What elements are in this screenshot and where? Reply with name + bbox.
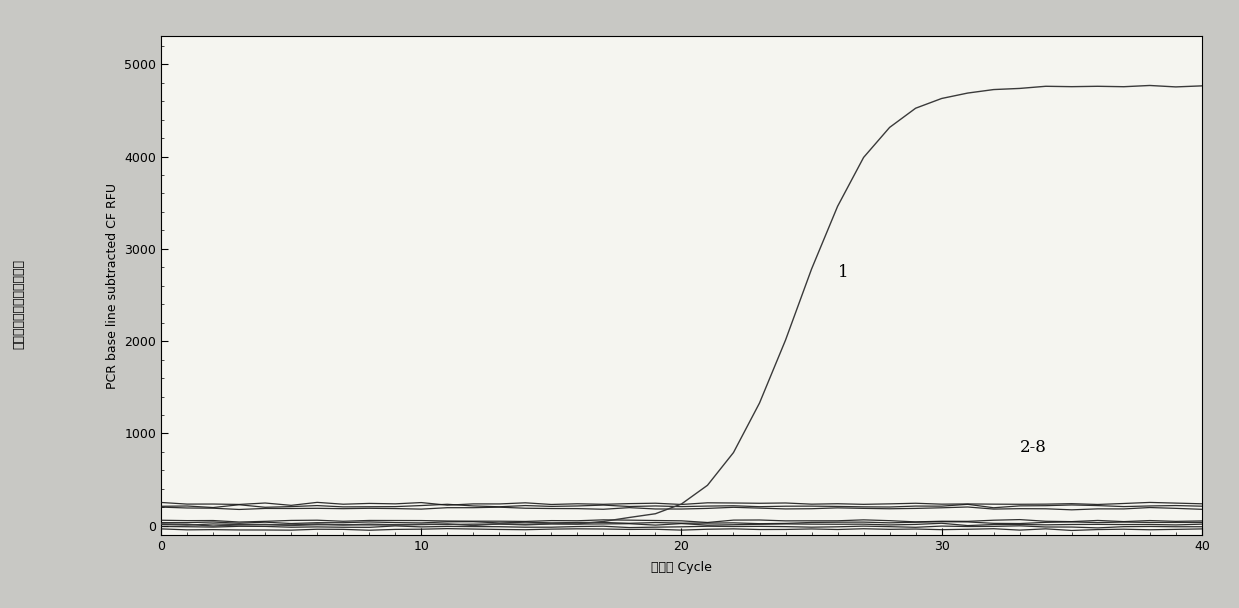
Y-axis label: PCR base line subtracted CF RFU: PCR base line subtracted CF RFU (105, 183, 119, 389)
Text: 1: 1 (838, 263, 849, 280)
Text: 基线归一化的相对荧光强度: 基线归一化的相对荧光强度 (12, 259, 25, 349)
X-axis label: 循环数 Cycle: 循环数 Cycle (650, 561, 712, 574)
Text: 2-8: 2-8 (1020, 439, 1047, 456)
